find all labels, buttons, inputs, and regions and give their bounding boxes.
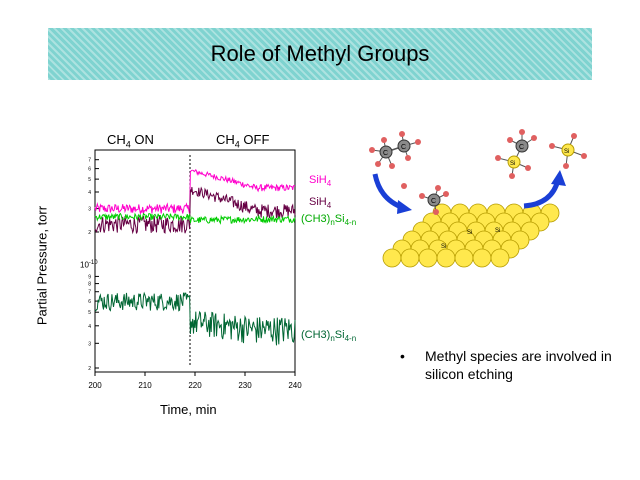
upper-tick-label: 5 (88, 177, 91, 183)
surface-atom (454, 248, 474, 268)
surface-atom (382, 248, 402, 268)
x-tick-label: 240 (288, 381, 302, 390)
x-ticks: 200 210 220 230 240 (88, 372, 302, 390)
x-tick-label: 210 (138, 381, 152, 390)
surface-atom (418, 248, 438, 268)
ch4-off-label: CH4 OFF (216, 132, 270, 150)
series-line-2 (94, 212, 296, 225)
desorption-arrowhead (551, 170, 566, 186)
title-banner: Role of Methyl Groups (48, 28, 592, 80)
upper-y-ticks: 7 6 5 4 3 2 (88, 158, 99, 236)
x-tick-label: 200 (88, 381, 102, 390)
bullet-text: Methyl species are involved in silicon e… (425, 348, 612, 382)
exponent-label: 10-10 (80, 260, 98, 270)
series-line-1 (94, 186, 296, 235)
upper-tick-label: 4 (88, 190, 91, 196)
x-axis-label: Time, min (160, 402, 217, 417)
series-label-methylsilane-lower: (CH3)nSi4-n (301, 329, 357, 344)
bullet-marker: • (400, 348, 405, 364)
svg-text:Si: Si (510, 161, 515, 167)
series-group (94, 168, 296, 346)
surface-atom (400, 248, 420, 268)
lower-tick-label: 9 (88, 274, 91, 280)
page-title: Role of Methyl Groups (210, 41, 430, 66)
surface-si-label: Si (495, 228, 500, 234)
series-label-methylsilane: (CH3)nSi4-n (301, 213, 357, 228)
series-label-silane-dark: SiH4 (309, 196, 332, 211)
svg-text:Si: Si (564, 149, 569, 155)
svg-text:C: C (431, 198, 436, 205)
methyl-molecule-left: C C (369, 131, 421, 169)
silicon-surface: Si Si Si (382, 203, 560, 268)
lower-tick-label: 2 (88, 366, 91, 372)
svg-text:C: C (401, 144, 406, 151)
x-tick-label: 220 (188, 381, 202, 390)
lower-tick-label: 7 (88, 290, 91, 296)
upper-tick-label: 2 (88, 230, 91, 236)
surface-atom (490, 248, 510, 268)
x-tick-label: 230 (238, 381, 252, 390)
series-label-silane: SiH4 (309, 174, 332, 189)
lower-tick-label: 4 (88, 324, 91, 330)
silane-molecule-right-b: Si (549, 133, 587, 169)
ch4-on-label: CH4 ON (107, 132, 154, 150)
lower-tick-label: 5 (88, 310, 91, 316)
upper-tick-label: 6 (88, 167, 91, 173)
methylsilane-molecule-right-a: C Si (495, 129, 537, 179)
series-line-0 (94, 168, 296, 216)
upper-tick-label: 3 (88, 207, 91, 213)
svg-text:C: C (383, 150, 388, 157)
upper-tick-label: 7 (88, 158, 91, 164)
lower-tick-label: 6 (88, 299, 91, 305)
surface-si-label: Si (467, 230, 472, 236)
surface-atom (436, 248, 456, 268)
surface-si-label: Si (441, 244, 446, 250)
lower-tick-label: 3 (88, 341, 91, 347)
adsorption-arrowhead (397, 200, 412, 214)
lower-y-ticks: 9 8 7 6 5 4 3 2 (88, 274, 99, 372)
methyl-molecule-middle: C (401, 183, 449, 215)
series-line-3 (94, 291, 296, 346)
surface-atom (472, 248, 492, 268)
svg-text:C: C (519, 144, 524, 151)
lower-tick-label: 8 (88, 282, 91, 288)
